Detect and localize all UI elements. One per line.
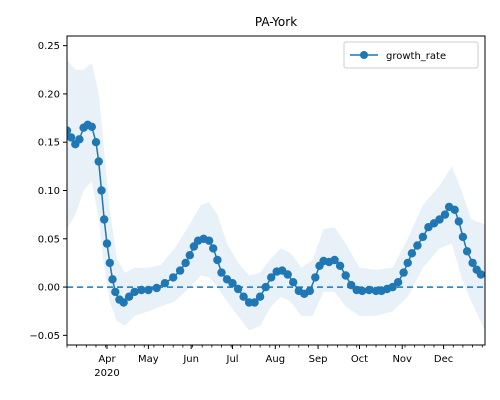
data-point <box>330 255 339 265</box>
legend-marker-swatch <box>360 51 368 59</box>
data-point <box>476 270 485 279</box>
data-point <box>388 282 397 292</box>
x-axis: Apr 2020 May Jun Jul Aug Sep Oct Nov Dec <box>66 345 483 379</box>
y-tick-label: −0.05 <box>29 331 60 342</box>
legend: growth_rate <box>343 41 479 69</box>
x-tick-label: Jun <box>182 354 199 365</box>
data-point <box>67 133 76 142</box>
data-point <box>440 210 450 219</box>
x-tick-year-label: 2020 <box>94 368 119 379</box>
legend-label-growth-rate: growth_rate <box>386 51 446 62</box>
y-tick-label: 0.25 <box>38 41 60 52</box>
data-point <box>108 275 117 284</box>
data-point <box>105 258 115 268</box>
y-tick-label: 0.20 <box>38 89 60 100</box>
growth-rate-markers <box>67 120 485 307</box>
data-point <box>255 292 265 301</box>
data-point <box>335 261 345 270</box>
data-point <box>87 122 97 131</box>
data-point <box>450 205 459 214</box>
data-point <box>181 258 190 268</box>
y-axis: −0.05 0.00 0.05 0.10 0.15 0.20 0.25 <box>29 41 67 342</box>
data-point <box>403 258 412 268</box>
data-point <box>169 273 178 282</box>
data-point <box>233 284 243 294</box>
data-point <box>364 285 374 295</box>
x-tick-label: Nov <box>392 354 412 365</box>
x-tick-label: Oct <box>351 354 368 365</box>
x-tick-label: May <box>138 354 159 365</box>
data-point <box>228 279 237 288</box>
chart-title: PA-York <box>255 15 297 29</box>
data-point <box>67 126 72 135</box>
data-point <box>283 270 292 279</box>
data-point <box>311 273 320 282</box>
data-point <box>94 157 103 166</box>
data-point <box>435 215 444 224</box>
data-point <box>347 280 356 290</box>
data-point <box>462 247 472 256</box>
data-point <box>152 283 161 293</box>
data-point <box>175 266 185 275</box>
data-point <box>119 298 128 307</box>
data-point <box>341 271 350 280</box>
data-point <box>239 292 248 301</box>
data-point <box>399 268 408 277</box>
data-point <box>261 282 270 292</box>
data-point <box>393 278 403 287</box>
data-point <box>97 186 106 195</box>
data-point <box>209 244 218 253</box>
y-tick-label: 0.10 <box>38 186 60 197</box>
data-point <box>91 138 101 147</box>
data-point <box>144 285 153 295</box>
data-point <box>358 286 367 296</box>
confidence-band <box>67 60 485 331</box>
data-point <box>189 242 199 251</box>
data-point <box>130 287 139 297</box>
y-tick-label: 0.00 <box>38 283 60 294</box>
x-tick-label: Jul <box>226 354 239 365</box>
data-point <box>75 135 84 144</box>
data-point <box>124 292 134 301</box>
x-tick-label: Dec <box>434 354 453 365</box>
y-tick-label: 0.15 <box>38 138 60 149</box>
data-point <box>111 287 120 297</box>
data-point <box>213 255 222 265</box>
data-point <box>289 278 298 287</box>
data-point <box>418 232 428 242</box>
data-point <box>267 273 276 282</box>
y-tick-label: 0.05 <box>38 234 60 245</box>
data-point <box>413 241 422 250</box>
data-point <box>137 285 146 295</box>
data-point <box>305 286 314 296</box>
x-tick-label: Apr <box>98 354 116 365</box>
data-point <box>250 298 259 307</box>
data-point <box>454 217 463 226</box>
data-point <box>407 249 417 258</box>
data-point <box>160 279 170 288</box>
x-tick-label: Sep <box>309 354 328 365</box>
data-point <box>217 268 226 277</box>
data-point <box>468 258 477 268</box>
x-tick-label: Aug <box>266 354 286 365</box>
data-point <box>100 215 109 224</box>
legend-box <box>343 41 479 69</box>
data-point <box>204 236 214 245</box>
data-point <box>458 232 468 242</box>
data-point <box>185 251 194 260</box>
data-point <box>102 239 112 248</box>
